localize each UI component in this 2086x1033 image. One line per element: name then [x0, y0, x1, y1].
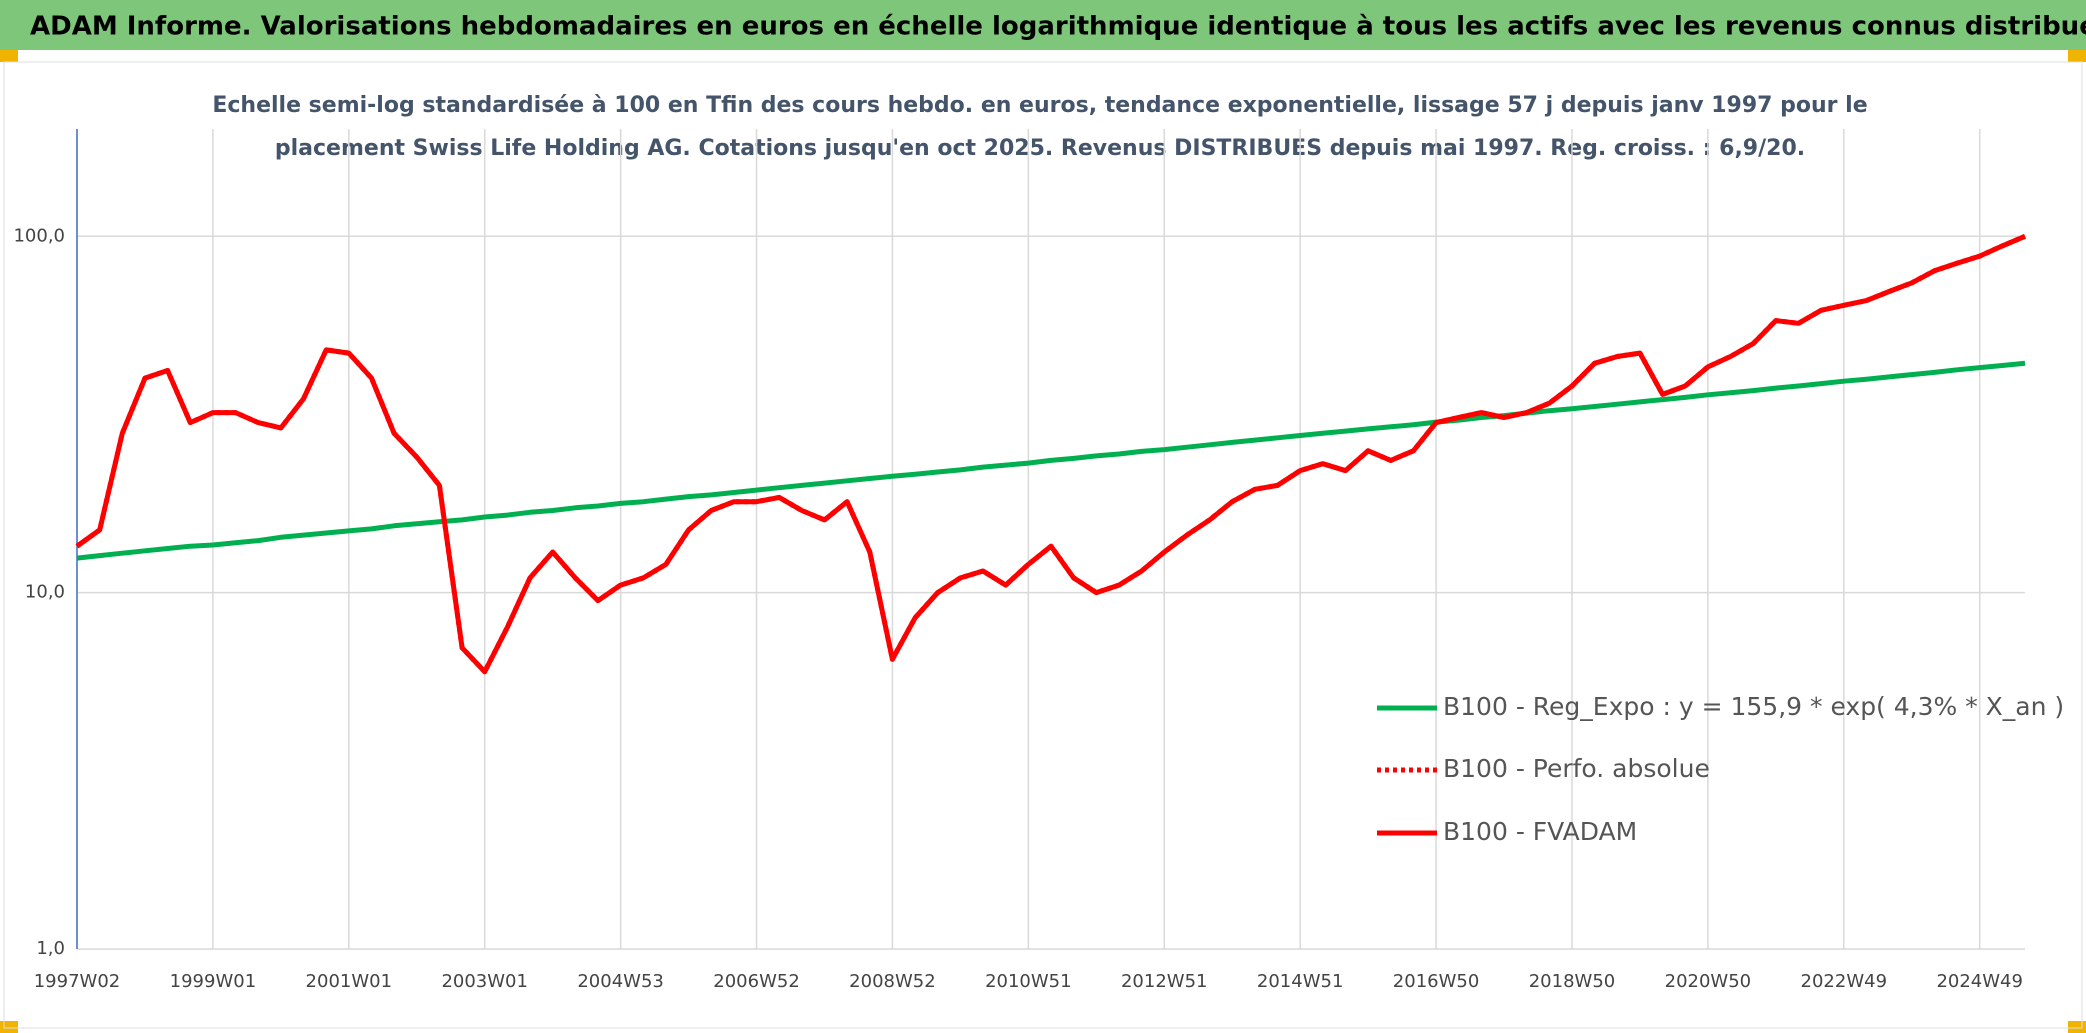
x-tick-label: 2010W51 — [985, 971, 1072, 992]
x-tick-label: 2012W51 — [1121, 971, 1208, 992]
x-tick-label: 2024W49 — [1936, 971, 2023, 992]
x-tick-label: 2008W52 — [849, 971, 936, 992]
x-tick-label: 2016W50 — [1393, 971, 1480, 992]
x-tick-label: 2018W50 — [1529, 971, 1616, 992]
corner — [2068, 1021, 2086, 1033]
x-tick-label: 2006W52 — [713, 971, 800, 992]
x-tick-label: 2020W50 — [1665, 971, 1752, 992]
x-tick-label: 1999W01 — [170, 971, 257, 992]
frame — [3, 61, 2083, 1029]
series-line — [76, 360, 2026, 561]
header-bar — [0, 0, 2086, 50]
y-tick-label: 10,0 — [25, 582, 65, 603]
y-tick-label: 1,0 — [36, 938, 65, 959]
corner — [0, 50, 18, 62]
chart-subtitle: placement Swiss Life Holding AG. Cotatio… — [275, 136, 1805, 161]
x-tick-label: 2001W01 — [306, 971, 393, 992]
chart-subtitle: Echelle semi-log standardisée à 100 en T… — [212, 93, 1867, 118]
legend-label: B100 - FVADAM — [1443, 817, 1637, 846]
x-tick-label: 1997W02 — [34, 971, 121, 992]
x-tick-label: 2004W53 — [577, 971, 664, 992]
legend-label: B100 - Reg_Expo : y = 155,9 * exp( 4,3% … — [1443, 692, 2064, 721]
series-line — [75, 233, 2026, 675]
x-tick-label: 2022W49 — [1801, 971, 1888, 992]
x-tick-label: 2003W01 — [441, 971, 528, 992]
corner — [2068, 50, 2086, 62]
corner — [0, 1021, 18, 1033]
y-tick-label: 100,0 — [13, 225, 65, 246]
legend-label: B100 - Perfo. absolue — [1443, 754, 1710, 783]
chart-title: ADAM Informe. Valorisations hebdomadaire… — [30, 12, 2086, 42]
x-tick-label: 2014W51 — [1257, 971, 1344, 992]
